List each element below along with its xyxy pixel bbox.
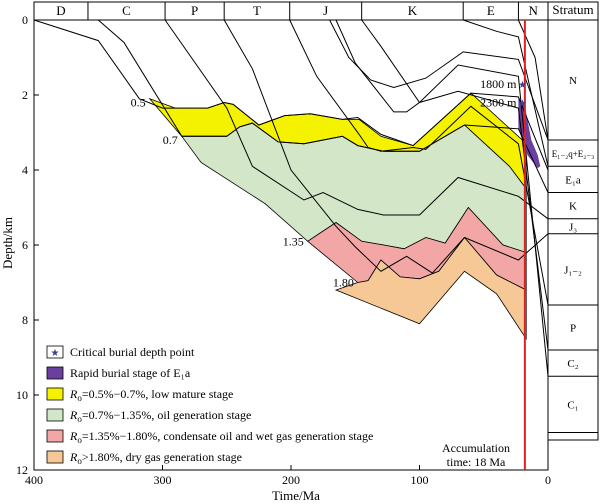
period-label-T: T xyxy=(253,3,261,18)
y-tick-label: 12 xyxy=(16,463,28,477)
legend-item-3: Ro=0.5%−0.7%, low mature stage xyxy=(46,387,233,403)
y-axis-label: Depth/km xyxy=(0,217,15,269)
legend-item-5: Ro=1.35%−1.80%, condensate oil and wet g… xyxy=(46,429,373,445)
y-tick-label: 2 xyxy=(22,88,28,102)
burial-curve-8 xyxy=(329,19,549,141)
ro-contour-label: 0.7 xyxy=(163,133,178,147)
critical-depth-star-icon: ★ xyxy=(518,99,527,110)
stratum-label-3: E₁a xyxy=(565,174,581,186)
legend-item-1: ★ Critical burial depth point xyxy=(46,345,195,359)
legend-swatch xyxy=(46,450,64,464)
y-tick-label: 6 xyxy=(22,238,28,252)
legend-item-4: Ro=0.7%−1.35%, oil generation stage xyxy=(46,408,251,424)
legend-swatch xyxy=(46,366,64,380)
burial-curve-3 xyxy=(164,19,549,220)
stratum-label-2: E₁₋₂q+E₂₋₃ xyxy=(552,149,595,159)
legend-label: Critical burial depth point xyxy=(70,345,195,359)
stratum-column: N E₁₋₂q+E₂₋₃ E₁a K J₃ J₁₋₂ P C₂ C₁ xyxy=(547,1,599,441)
maturity-zone-4 xyxy=(334,236,527,341)
burial-curve-4 xyxy=(223,19,549,274)
stratum-header: Stratum xyxy=(552,2,593,17)
y-tick-label: 10 xyxy=(16,388,28,402)
stratum-label-6: J₁₋₂ xyxy=(564,264,582,276)
burial-curves xyxy=(33,19,549,377)
legend-item-6: Ro>1.80%, dry gas generation stage xyxy=(46,450,242,466)
ro-contour-label: 0.5 xyxy=(131,96,146,110)
maturity-zones xyxy=(148,92,541,341)
legend: ★ Critical burial depth point Rapid burial… xyxy=(46,345,373,466)
legend-swatch xyxy=(46,345,64,359)
stratum-box xyxy=(547,1,599,441)
x-axis-label: Time/Ma xyxy=(272,488,320,503)
period-label-C: C xyxy=(122,3,131,18)
y-tick-label: 8 xyxy=(22,313,28,327)
legend-label: Ro=0.7%−1.35%, oil generation stage xyxy=(69,408,251,424)
legend-label: Ro>1.80%, dry gas generation stage xyxy=(69,450,242,466)
critical-depth-label: 1800 m xyxy=(480,77,517,91)
stratum-label-4: K xyxy=(569,201,577,213)
burial-curve-9 xyxy=(463,19,549,167)
x-tick-label: 0 xyxy=(545,473,551,487)
period-label-D: D xyxy=(56,3,65,18)
critical-depth-star-icon: ★ xyxy=(518,80,527,91)
x-tick-label: 100 xyxy=(411,473,429,487)
stratum-label-5: J₃ xyxy=(569,221,577,233)
ro-contour-label: 1.80 xyxy=(333,276,354,290)
period-label-N: N xyxy=(529,3,539,18)
period-label-K: K xyxy=(408,3,418,18)
burial-curve-5 xyxy=(289,19,549,306)
stratum-label-8: C₂ xyxy=(567,358,578,370)
x-tick-label: 300 xyxy=(154,473,172,487)
accumulation-label-1: Accumulation xyxy=(442,441,510,455)
period-label-E: E xyxy=(487,3,495,18)
legend-swatch xyxy=(46,387,64,401)
legend-item-2: Rapid burial stage of E₁a xyxy=(46,366,191,380)
legend-label: Ro=1.35%−1.80%, condensate oil and wet g… xyxy=(69,429,373,445)
period-label-J: J xyxy=(323,3,328,18)
critical-depth-label: 2300 m xyxy=(480,96,517,110)
legend-star-icon: ★ xyxy=(51,348,60,359)
legend-label: Ro=0.5%−0.7%, low mature stage xyxy=(69,387,233,403)
x-tick-label: 200 xyxy=(282,473,300,487)
stratum-label-9: C₁ xyxy=(567,399,578,411)
accumulation-label-2: time: 18 Ma xyxy=(447,455,506,469)
annotations: 0.5 0.7 1.35 1.80 1800 m ★2300 m ★ xyxy=(131,20,527,470)
stratum-label-7: P xyxy=(570,323,576,335)
burial-curve-2 xyxy=(97,19,549,193)
burial-curve-1 xyxy=(33,19,549,171)
ro-contour-label: 1.35 xyxy=(283,234,304,248)
y-tick-label: 0 xyxy=(22,13,28,27)
stratum-label-1: N xyxy=(569,75,577,87)
y-tick-label: 4 xyxy=(22,163,28,177)
legend-label: Rapid burial stage of E₁a xyxy=(70,366,191,380)
legend-swatch xyxy=(46,429,64,443)
burial-curve-7 xyxy=(361,19,549,377)
x-tick-label: 400 xyxy=(25,473,43,487)
legend-swatch xyxy=(46,408,64,422)
period-label-P: P xyxy=(191,3,198,18)
